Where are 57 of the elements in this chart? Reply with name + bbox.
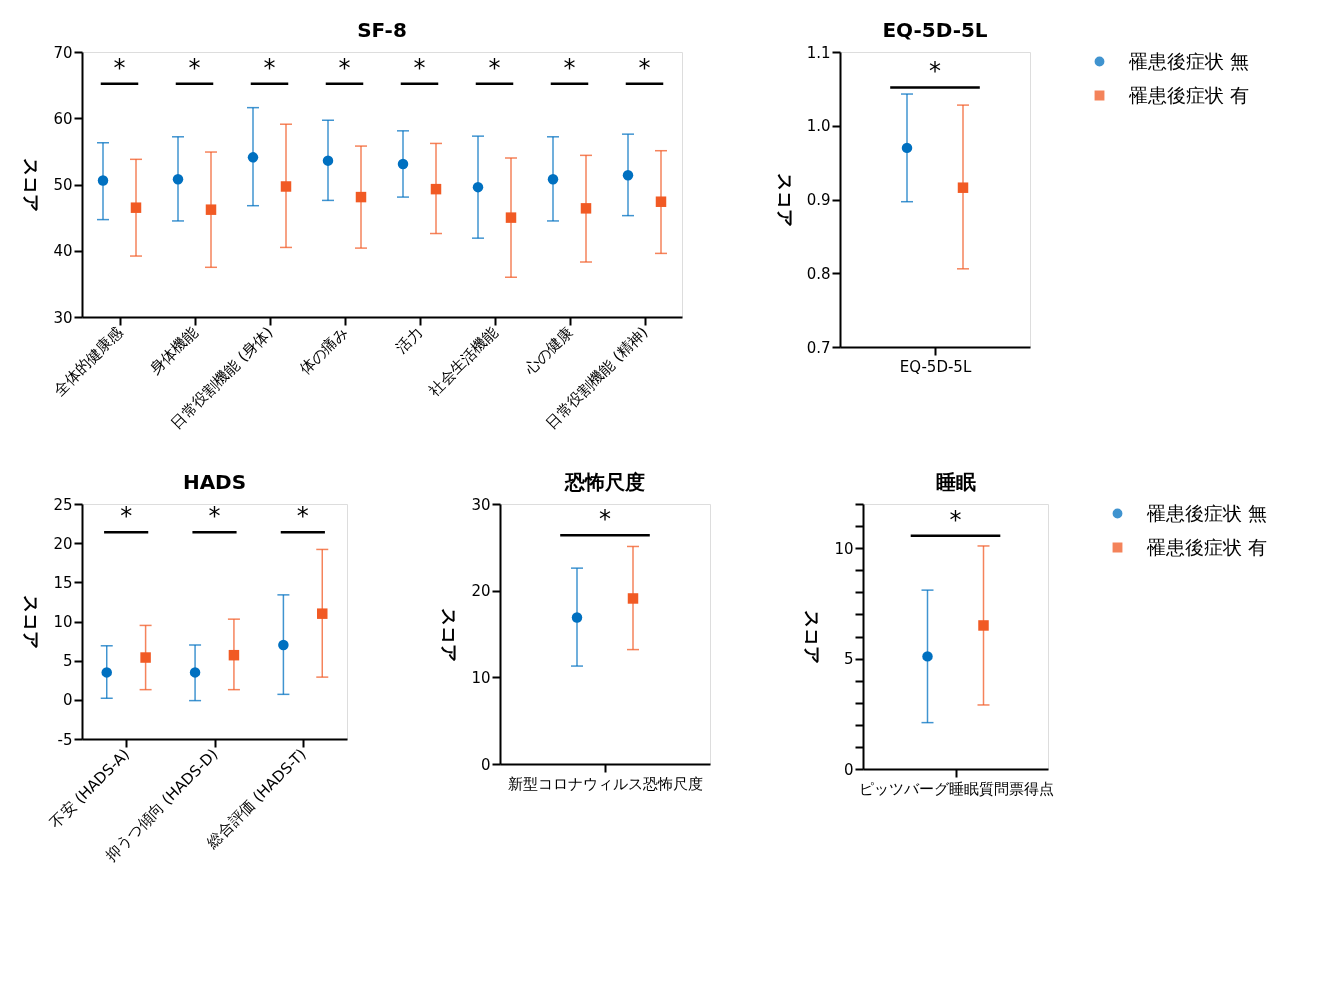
x-tick-label: 身体機能 (146, 323, 202, 379)
y-tick-label: 0.9 (806, 191, 831, 209)
chart-title: HADS (182, 470, 247, 494)
legend-label: 罹患後症状 有 (1146, 535, 1268, 558)
y-tick-label: 70 (53, 43, 73, 62)
y-tick-label: 0 (843, 760, 854, 779)
annotation: * (296, 502, 309, 531)
annotation: * (120, 502, 133, 531)
y-tick-label: 5 (62, 652, 73, 671)
y-tick-label: 15 (53, 573, 73, 592)
y-tick-label: -5 (57, 730, 73, 749)
x-tick-label: 心の健康 (520, 323, 577, 379)
y-tick-label: 10 (471, 668, 491, 687)
legend-label: 罹患後症状 無 (1128, 49, 1250, 72)
annotation: * (488, 53, 501, 82)
chart-title: SF-8 (357, 18, 407, 42)
annotation: * (599, 505, 611, 534)
y-tick-label: 0.7 (806, 338, 831, 357)
x-tick-label: ピッツバーグ睡眠質問票得点 (858, 779, 1054, 798)
y-axis-title: スコア (21, 158, 43, 212)
y-tick-label: 30 (471, 495, 491, 514)
y-tick-label: 20 (471, 582, 491, 601)
legend-label: 罹患後症状 無 (1146, 501, 1268, 524)
y-tick-label: 10 (834, 539, 854, 558)
y-tick-label: 20 (53, 534, 73, 553)
annotation: * (208, 502, 221, 531)
y-tick-label: 10 (53, 613, 73, 631)
y-axis-title: スコア (21, 595, 43, 649)
legend-label: 罹患後症状 有 (1128, 83, 1250, 106)
y-tick-label: 1.1 (806, 43, 831, 62)
annotation: * (113, 53, 126, 82)
y-axis-title: スコア (802, 610, 824, 664)
x-tick-label: 体の痛み (296, 323, 352, 379)
y-tick-label: 50 (53, 176, 73, 194)
x-tick-label: 活力 (392, 323, 427, 358)
annotation: * (949, 505, 962, 534)
annotation: * (929, 57, 941, 86)
y-tick-label: 60 (53, 109, 73, 128)
y-tick-label: 0 (62, 691, 73, 710)
chart-title: 恐怖尺度 (564, 470, 645, 494)
annotation: * (638, 53, 651, 82)
y-tick-label: 25 (53, 495, 73, 514)
y-tick-label: 1.0 (806, 117, 831, 136)
y-axis-title: スコア (774, 173, 796, 227)
x-tick-label: 社会生活機能 (425, 323, 502, 400)
y-tick-label: 0 (480, 755, 491, 774)
annotation: * (188, 53, 201, 82)
annotation: * (263, 53, 276, 82)
chart-title: 睡眠 (935, 470, 976, 494)
y-tick-label: 40 (53, 242, 73, 261)
y-tick-label: 5 (843, 650, 854, 669)
y-tick-label: 0.8 (806, 264, 831, 283)
annotation: * (413, 53, 426, 82)
annotation: * (563, 53, 576, 82)
annotation: * (338, 53, 351, 82)
y-axis-title: スコア (439, 607, 461, 662)
x-tick-label: 新型コロナウィルス恐怖尺度 (508, 774, 703, 793)
